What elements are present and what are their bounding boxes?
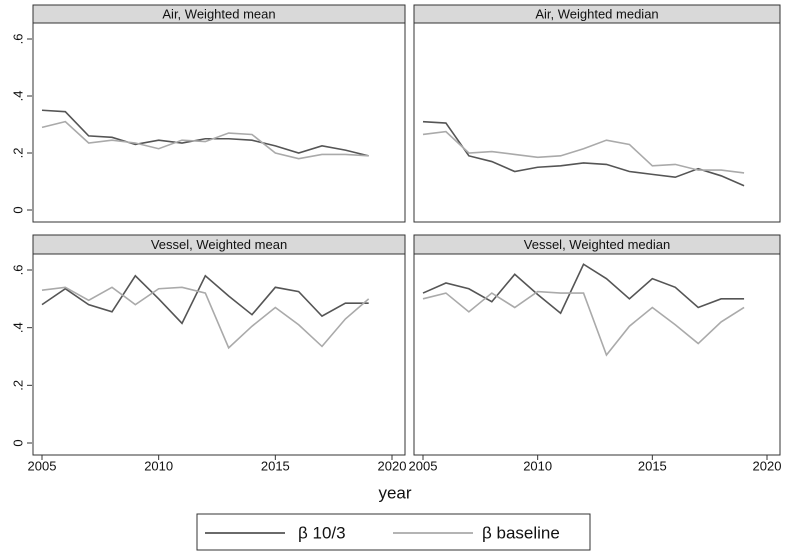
y-tick-label: .6 [10, 265, 25, 276]
x-tick-label: 2020 [753, 458, 782, 473]
series-line [422, 263, 745, 315]
plot-area [32, 253, 406, 456]
x-axis-label: year [378, 483, 411, 502]
legend-label: β 10/3 [298, 523, 346, 542]
y-tick-label: .4 [10, 322, 25, 333]
x-tick-label: 2015 [638, 458, 667, 473]
series-line [422, 130, 745, 174]
panel-title: Air, Weighted median [535, 6, 658, 21]
series-line [422, 120, 745, 187]
y-tick-label: .2 [10, 380, 25, 391]
panel-title: Air, Weighted mean [162, 6, 275, 21]
panel-title: Vessel, Weighted median [524, 237, 670, 252]
plot-area [413, 22, 781, 223]
x-tick-label: 2015 [261, 458, 290, 473]
plot-area [32, 22, 406, 223]
plot-area [413, 253, 781, 456]
x-tick-label: 2010 [144, 458, 173, 473]
x-tick-label: 2020 [378, 458, 407, 473]
series-line [41, 120, 369, 160]
series-line [41, 109, 369, 157]
legend [196, 513, 591, 551]
x-tick-label: 2005 [28, 458, 57, 473]
x-tick-label: 2005 [409, 458, 438, 473]
series-line [41, 274, 369, 325]
legend-label: β baseline [482, 523, 560, 542]
series-line [422, 290, 745, 357]
y-tick-label: 0 [10, 206, 25, 213]
y-tick-label: .6 [10, 34, 25, 45]
panel-title: Vessel, Weighted mean [151, 237, 287, 252]
y-tick-label: 0 [10, 439, 25, 446]
x-tick-label: 2010 [523, 458, 552, 473]
y-tick-label: .4 [10, 91, 25, 102]
y-tick-label: .2 [10, 148, 25, 159]
series-line [41, 286, 370, 350]
